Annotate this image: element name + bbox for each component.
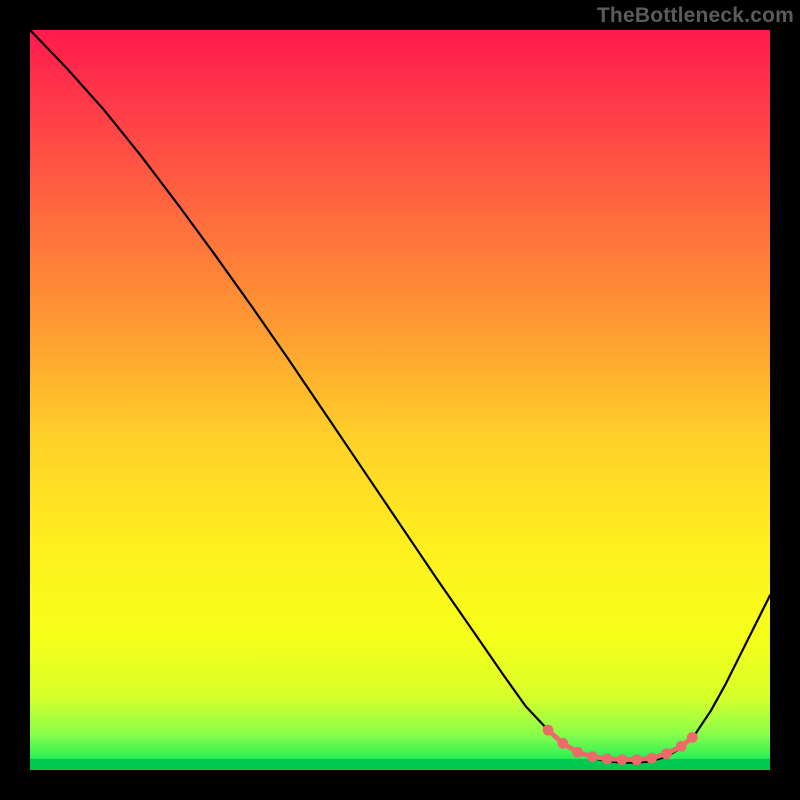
bottom-green-band [30,759,770,770]
watermark-text: TheBottleneck.com [597,4,794,28]
highlight-marker [676,741,687,752]
highlight-marker [687,732,698,743]
highlight-marker [543,725,554,736]
chart-stage: TheBottleneck.com [0,0,800,800]
plot-background [30,30,770,770]
highlight-marker [646,753,657,764]
highlight-marker [587,751,598,762]
highlight-marker [602,754,613,765]
highlight-marker [557,738,568,749]
highlight-marker [661,748,672,759]
highlight-marker [617,754,628,765]
highlight-marker [572,747,583,758]
bottleneck-chart [0,0,800,800]
highlight-marker [631,754,642,765]
